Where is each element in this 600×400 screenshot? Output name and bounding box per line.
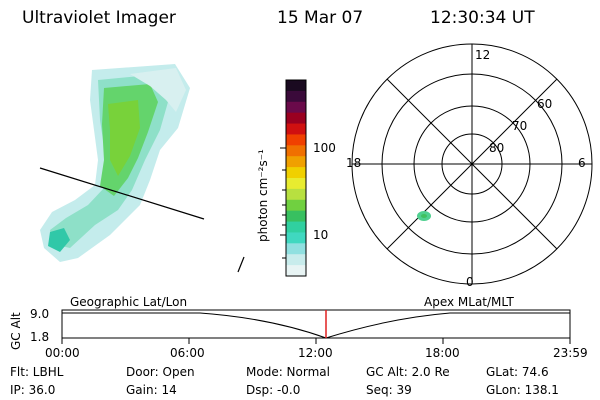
colorbar-band — [286, 254, 306, 266]
colorbar-band — [286, 112, 306, 125]
geo-label: Geographic Lat/Lon — [70, 295, 188, 309]
polar-plot — [351, 43, 593, 285]
instrument-title: Ultraviolet Imager — [22, 8, 176, 28]
colorbar-band — [286, 145, 306, 157]
colorbar-frame — [285, 79, 307, 277]
meridian-line — [39, 167, 205, 220]
lat-label-60: 60 — [537, 97, 553, 111]
colorbar-tick-label-10: 10 — [313, 228, 329, 242]
colorbar-band — [286, 221, 306, 234]
date-label: 15 Mar 07 — [277, 8, 364, 28]
colorbar-band — [286, 178, 306, 190]
colorbar-band — [286, 90, 306, 103]
colorbar-band — [286, 265, 306, 277]
info-seq: Seq: 39 — [366, 383, 412, 397]
colorbar-band — [286, 232, 306, 244]
mlt-label-12: 12 — [475, 48, 491, 62]
colorbar-band — [286, 156, 306, 168]
colorbar-band — [286, 101, 306, 114]
colorbar-band — [286, 134, 306, 146]
time-label: 12:30:34 UT — [430, 8, 535, 28]
colorbar — [286, 80, 306, 277]
info-dsp: Dsp: -0.0 — [246, 383, 301, 397]
colorbar-band — [286, 80, 306, 92]
info-gain: Gain: 14 — [126, 383, 177, 397]
colorbar-band — [286, 243, 306, 255]
x-tick-2359: 23:59 — [553, 346, 588, 360]
info-gc-alt: GC Alt: 2.0 Re — [366, 365, 450, 379]
timeline-ticks — [61, 338, 571, 344]
gc-alt-axis-title: GC Alt — [9, 312, 23, 350]
y-tick-high: 9.0 — [30, 307, 50, 321]
lat-label-80: 80 — [489, 141, 505, 155]
info-flt: Flt: LBHL — [10, 365, 64, 379]
info-mode: Mode: Normal — [246, 365, 330, 379]
x-tick-0000: 00:00 — [45, 346, 80, 360]
x-tick-1800: 18:00 — [425, 346, 460, 360]
apex-label: Apex MLat/MLT — [424, 295, 514, 309]
mlt-label-18: 18 — [346, 156, 362, 170]
info-glon: GLon: 138.1 — [486, 383, 559, 397]
colorbar-band — [286, 188, 306, 201]
timeline-frame — [61, 309, 571, 339]
scale-tick — [237, 256, 245, 273]
info-glat: GLat: 74.6 — [486, 365, 549, 379]
colorbar-band — [286, 167, 306, 179]
x-tick-0600: 06:00 — [170, 346, 205, 360]
lat-label-70: 70 — [512, 119, 528, 133]
y-tick-low: 1.8 — [30, 330, 50, 344]
colorbar-band — [286, 199, 306, 212]
auroral-image — [40, 64, 190, 262]
x-tick-1200: 12:00 — [298, 346, 333, 360]
colorbar-unit-label: photon cm⁻²s⁻¹ — [256, 149, 270, 242]
colorbar-band — [286, 123, 306, 136]
info-ip: IP: 36.0 — [10, 383, 56, 397]
mlt-label-6: 6 — [578, 156, 586, 170]
altitude-curve — [62, 312, 570, 339]
info-door: Door: Open — [126, 365, 195, 379]
mlt-label-0: 0 — [466, 275, 474, 289]
colorbar-band — [286, 210, 306, 223]
colorbar-tick-label-100: 100 — [313, 141, 336, 155]
